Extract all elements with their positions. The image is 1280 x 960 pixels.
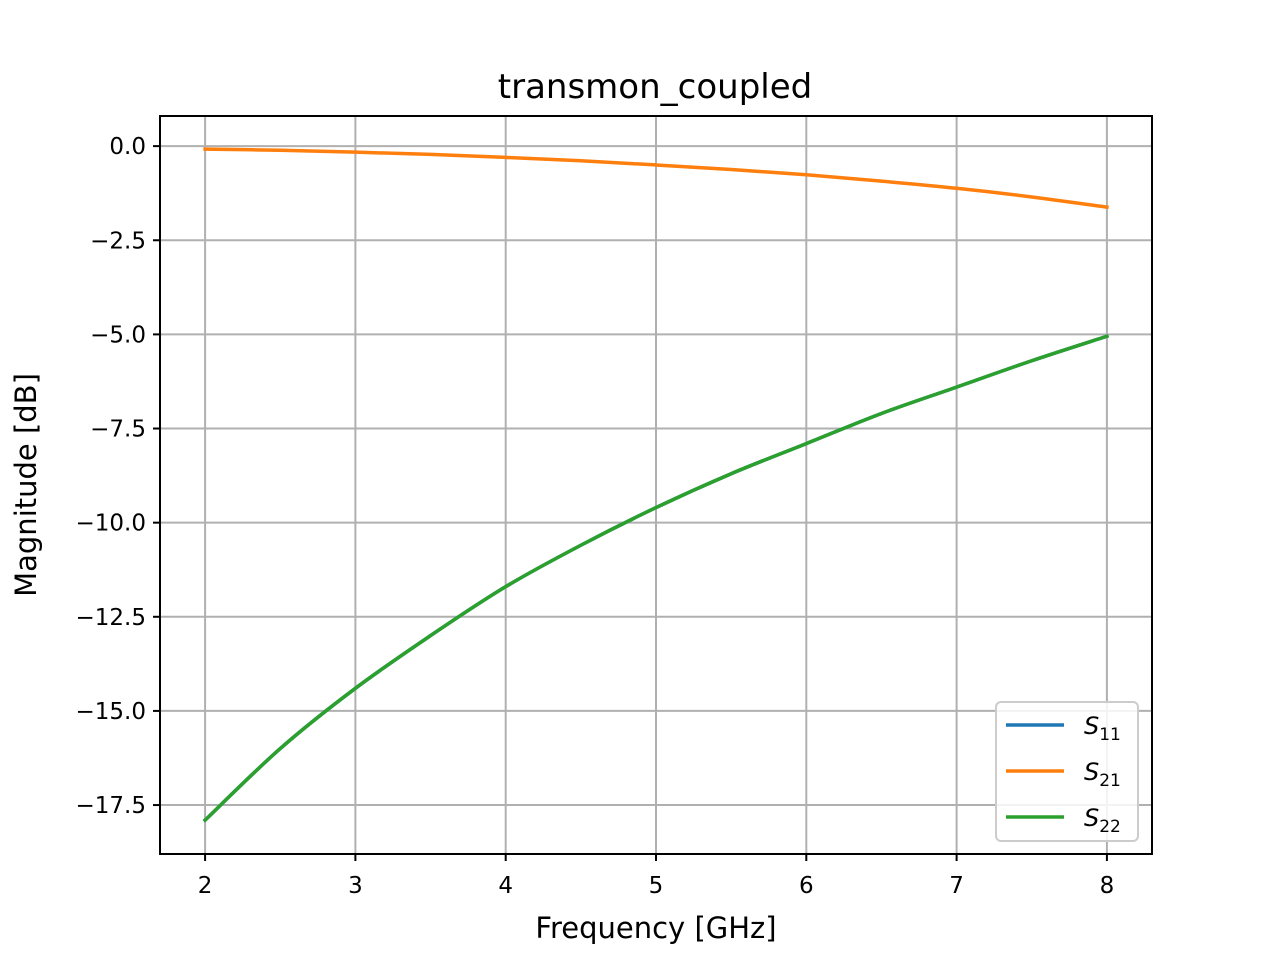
legend: S11 S21 S22 [995, 701, 1139, 842]
x-tick-label: 6 [799, 873, 814, 899]
x-tick-label: 2 [198, 873, 213, 899]
x-tick-label: 8 [1100, 873, 1115, 899]
x-axis-label: Frequency [GHz] [535, 911, 776, 945]
y-tick-label: −2.5 [90, 228, 146, 254]
x-tick-label: 4 [498, 873, 513, 899]
x-tick-label: 7 [949, 873, 964, 899]
y-tick-label: −12.5 [76, 605, 146, 631]
series-lines [202, 147, 1110, 823]
y-tick-label: −5.0 [90, 322, 146, 348]
series-line-s22 [202, 334, 1110, 823]
y-tick-label: −15.0 [76, 699, 146, 725]
y-axis-label: Magnitude [dB] [9, 373, 43, 597]
y-tick-label: −10.0 [76, 511, 146, 537]
series-line-s21 [203, 147, 1109, 210]
x-tick-label: 3 [348, 873, 363, 899]
y-tick-label: −17.5 [76, 793, 146, 819]
y-tick-label: 0.0 [109, 134, 146, 160]
legend-box [995, 701, 1139, 842]
x-tick-label: 5 [649, 873, 664, 899]
grid-lines [160, 116, 1152, 854]
y-tick-label: −7.5 [90, 417, 146, 443]
chart-title: transmon_coupled [498, 67, 812, 107]
legend-label-s22: S22 [1084, 804, 1121, 837]
axis-ticks: 2 3 4 5 6 7 8 0.0 −2.5 −5.0 −7.5 −10.0 −12.5 −15.0 −17… [76, 134, 1115, 899]
legend-label-s11: S11 [1084, 712, 1121, 745]
legend-label-s21: S21 [1084, 758, 1121, 791]
